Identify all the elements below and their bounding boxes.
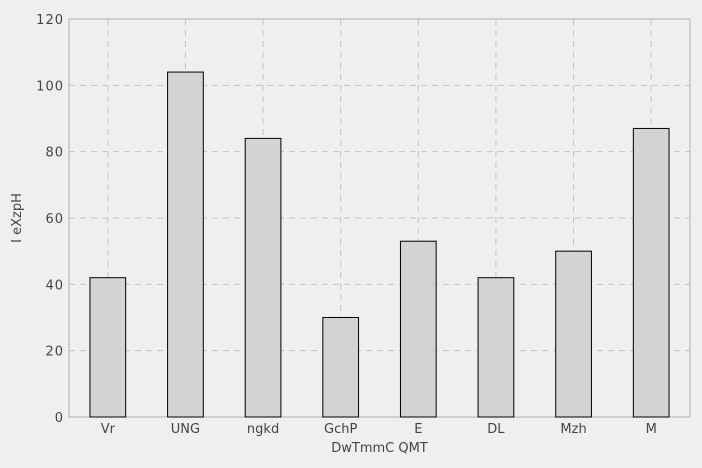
x-tick-label: DL [487,422,505,437]
y-tick-label: 100 [36,79,64,94]
bars-group [89,71,670,418]
y-tick-label: 40 [45,278,64,293]
plot-frame [68,18,691,418]
x-tick-label: M [646,422,657,437]
x-tick-label: Vr [101,422,116,437]
x-tick-label: UNG [171,422,200,437]
bar-GchP [322,317,360,418]
bar-DL [477,277,515,418]
y-axis-label: I eXzpH [10,193,25,243]
y-tick-label: 60 [45,212,64,227]
bar-ngkd [244,137,282,418]
bar-UNG [167,71,204,418]
x-axis-label: DwTmmC QMT [331,441,428,456]
y-tick-label: 0 [55,411,64,426]
bar-E [399,240,437,418]
y-tick-label: 80 [45,146,64,161]
y-tick-label: 120 [36,13,64,28]
x-tick-label: Mzh [560,422,586,437]
x-tick-label: ngkd [247,422,279,437]
x-tick-label: E [414,422,422,437]
tick-labels-group: 0 20 40 60 80 100 120 Vr UNG ngkd GchP E DL Mzh M [36,13,657,437]
x-tick-label: GchP [324,422,357,437]
bar-M [632,127,670,418]
bar-Mzh [555,250,592,418]
y-tick-label: 20 [45,345,64,360]
bar-Vr [89,277,127,418]
